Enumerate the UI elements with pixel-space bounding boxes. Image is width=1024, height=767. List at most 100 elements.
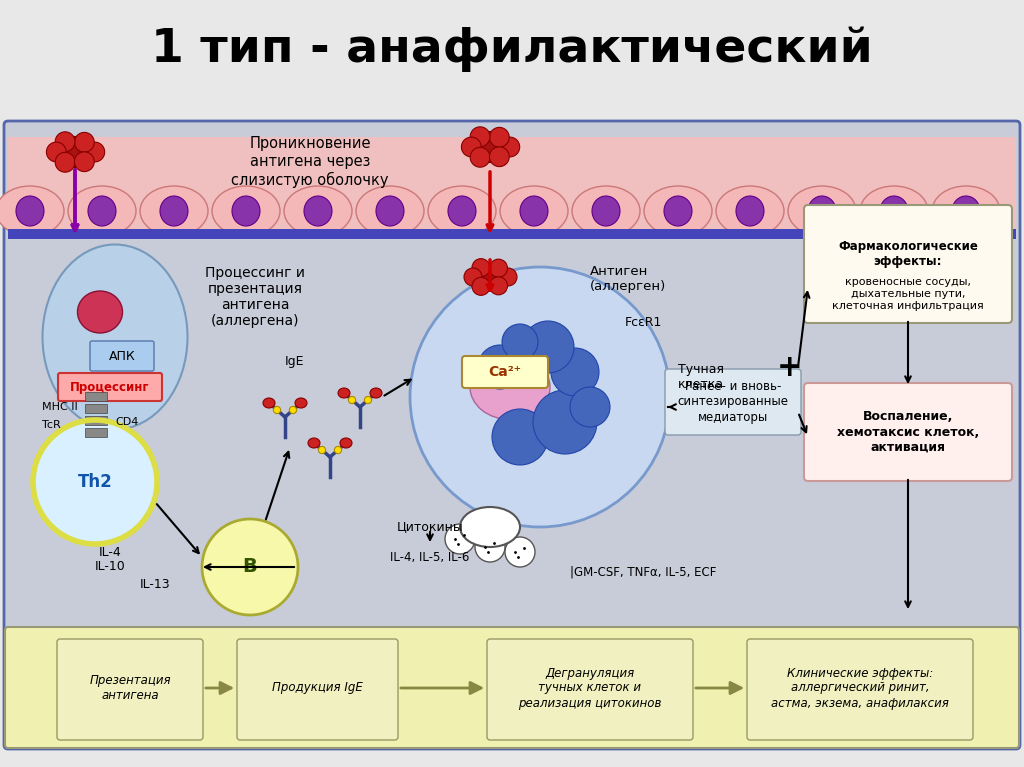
Ellipse shape [51,137,99,167]
Circle shape [500,137,520,157]
Bar [85,392,106,401]
Circle shape [534,390,597,454]
Ellipse shape [16,196,44,226]
Circle shape [75,133,94,152]
Text: Процессинг: Процессинг [71,380,150,393]
FancyBboxPatch shape [804,383,1012,481]
Bar [85,404,106,413]
Text: FcεR1: FcεR1 [625,315,663,328]
Text: Ca²⁺: Ca²⁺ [488,365,521,379]
FancyBboxPatch shape [57,639,203,740]
Ellipse shape [232,196,260,226]
Circle shape [472,258,490,277]
FancyBboxPatch shape [804,205,1012,323]
Text: 1 тип - анафилактический: 1 тип - анафилактический [152,26,872,72]
Ellipse shape [466,132,514,163]
Circle shape [318,446,326,453]
Ellipse shape [808,196,836,226]
Ellipse shape [376,196,404,226]
FancyBboxPatch shape [746,639,973,740]
Ellipse shape [338,388,350,398]
Text: Клинические эффекты:
аллергический ринит,
астма, экзема, анафилаксия: Клинические эффекты: аллергический ринит… [771,667,949,709]
Text: IL-4, IL-5, IL-6: IL-4, IL-5, IL-6 [390,551,470,564]
Ellipse shape [520,196,548,226]
Circle shape [273,407,281,413]
FancyBboxPatch shape [5,627,1019,748]
Ellipse shape [860,186,928,236]
Text: CD4: CD4 [115,417,138,427]
Text: Процессинг и
презентация
антигена
(аллергена): Процессинг и презентация антигена (аллер… [205,265,305,328]
Ellipse shape [428,186,496,236]
Bar [85,416,106,425]
FancyBboxPatch shape [487,639,693,740]
Circle shape [290,407,297,413]
Text: IL-4: IL-4 [98,545,122,558]
Ellipse shape [470,354,550,420]
Ellipse shape [295,398,307,408]
Text: MHC II: MHC II [42,402,78,412]
Circle shape [478,345,522,389]
FancyBboxPatch shape [58,373,162,401]
Ellipse shape [932,186,1000,236]
Circle shape [502,324,538,360]
Ellipse shape [500,186,568,236]
Text: Антиген
(аллерген): Антиген (аллерген) [590,265,667,293]
Circle shape [33,420,157,544]
Ellipse shape [78,291,123,333]
Ellipse shape [140,186,208,236]
Ellipse shape [880,196,908,226]
Ellipse shape [160,196,188,226]
Ellipse shape [592,196,620,226]
Circle shape [85,142,104,162]
Bar [8,229,1016,239]
Text: Презентация
антигена: Презентация антигена [89,674,171,702]
Ellipse shape [68,186,136,236]
Circle shape [464,268,482,286]
Circle shape [551,348,599,396]
Text: TcR: TcR [42,420,60,430]
Ellipse shape [43,245,187,430]
Text: +: + [777,353,803,381]
FancyBboxPatch shape [90,341,154,371]
Ellipse shape [449,196,476,226]
Ellipse shape [716,186,784,236]
Text: Ранее- и вновь-
синтезированные
медиаторы: Ранее- и вновь- синтезированные медиатор… [678,380,788,423]
Circle shape [489,146,509,166]
Ellipse shape [736,196,764,226]
Ellipse shape [356,186,424,236]
Ellipse shape [340,438,352,448]
Ellipse shape [284,186,352,236]
Text: Цитокины: Цитокины [396,521,464,534]
Circle shape [348,397,355,403]
Bar [85,428,106,437]
Ellipse shape [212,186,280,236]
Circle shape [489,259,508,277]
Text: B: B [243,558,257,577]
Text: |GM-CSF, TNFα, IL-5, ECF: |GM-CSF, TNFα, IL-5, ECF [570,565,717,578]
Text: IL-13: IL-13 [139,578,170,591]
Circle shape [489,127,509,147]
Circle shape [475,532,505,562]
Text: Воспаление,
хемотаксис клеток,
активация: Воспаление, хемотаксис клеток, активация [837,410,979,453]
Text: Тучная
клетка: Тучная клетка [678,363,724,391]
Circle shape [489,277,508,295]
Ellipse shape [644,186,712,236]
Text: кровеносные сосуды,
дыхательные пути,
клеточная инфильтрация: кровеносные сосуды, дыхательные пути, кл… [833,278,984,311]
Circle shape [410,267,670,527]
Text: IL-10: IL-10 [94,561,125,574]
Circle shape [470,127,490,146]
Text: Фармакологические
эффекты:: Фармакологические эффекты: [838,240,978,268]
Circle shape [335,446,342,453]
Circle shape [492,409,548,465]
Circle shape [522,321,574,373]
Ellipse shape [460,507,520,547]
Ellipse shape [370,388,382,398]
Circle shape [55,132,75,152]
Circle shape [445,524,475,554]
FancyBboxPatch shape [237,639,398,740]
Ellipse shape [308,438,319,448]
FancyBboxPatch shape [4,121,1020,749]
Ellipse shape [88,196,116,226]
Text: АПК: АПК [109,350,135,363]
Ellipse shape [664,196,692,226]
